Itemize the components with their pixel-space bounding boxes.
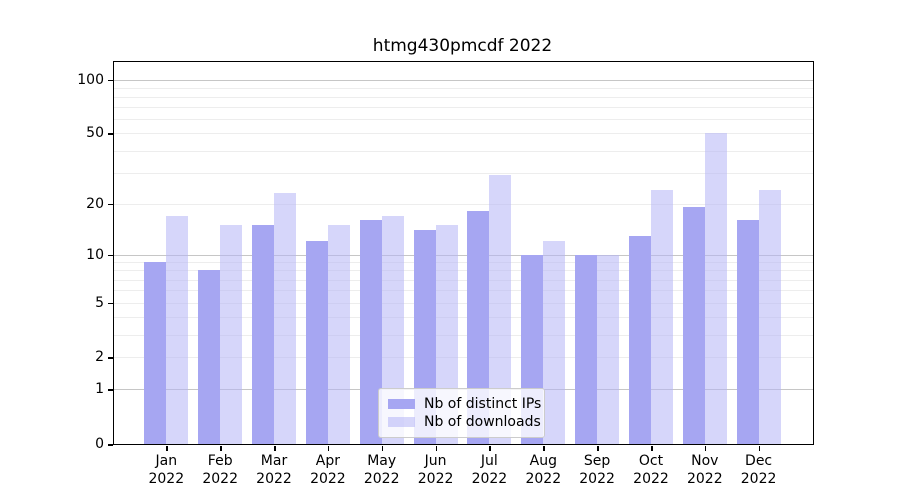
xtick-mark-jul-2022 [489,446,491,451]
ytick-label-2: 2 [95,349,104,366]
xtick-label-oct-2022: Oct 2022 [633,453,669,487]
xtick-label-may-2022: May 2022 [363,453,400,487]
ytick-mark-5 [108,302,113,304]
bar-distinct-ips-oct-2022 [629,235,651,444]
xtick-mark-jan-2022 [166,446,168,451]
xtick-mark-sep-2022 [597,446,599,451]
legend-item-downloads: Nb of downloads [388,414,541,430]
bar-downloads-dec-2022 [758,189,781,444]
bar-downloads-oct-2022 [651,189,673,444]
bar-downloads-feb-2022 [220,225,243,444]
ytick-mark-100 [108,79,113,81]
xtick-mark-may-2022 [381,446,384,451]
xtick-mark-apr-2022 [327,446,330,451]
bar-downloads-apr-2022 [327,225,350,444]
xtick-mark-oct-2022 [651,446,653,451]
bar-distinct-ips-dec-2022 [736,220,759,444]
ytick-label-50: 50 [86,125,104,142]
bar-distinct-ips-sep-2022 [575,254,598,444]
xtick-label-apr-2022: Apr 2022 [310,453,346,487]
bar-downloads-jul-2022 [489,175,512,444]
gridline-minor-90 [114,87,813,89]
ytick-label-0: 0 [95,436,104,452]
xtick-label-sep-2022: Sep 2022 [579,453,615,487]
xtick-label-dec-2022: Dec 2022 [740,453,777,487]
bar-downloads-jan-2022 [166,215,189,444]
xtick-label-jun-2022: Jun 2022 [417,453,454,487]
xtick-mark-feb-2022 [220,446,222,451]
ytick-label-10: 10 [86,246,104,263]
bar-distinct-ips-apr-2022 [305,241,328,444]
ytick-label-1: 1 [95,381,104,398]
xtick-label-jan-2022: Jan 2022 [148,453,185,487]
bar-downloads-mar-2022 [274,193,296,444]
legend-label-downloads: Nb of downloads [424,414,541,431]
bar-downloads-may-2022 [381,215,404,444]
bar-distinct-ips-jan-2022 [144,262,167,444]
gridline-major-100 [114,79,813,81]
xtick-label-feb-2022: Feb 2022 [202,453,239,487]
ytick-mark-50 [108,133,113,135]
legend-label-distinct-ips: Nb of distinct IPs [424,395,542,412]
xtick-label-mar-2022: Mar 2022 [256,453,292,487]
ytick-mark-2 [108,357,113,359]
xtick-mark-aug-2022 [543,446,545,451]
ytick-label-100: 100 [77,71,104,88]
legend-item-distinct-ips: Nb of distinct IPs [388,396,541,412]
ytick-mark-1 [108,389,113,391]
legend: Nb of distinct IPs Nb of downloads [378,388,545,438]
xtick-mark-mar-2022 [274,446,276,451]
bar-downloads-aug-2022 [543,241,566,444]
gridline-minor-70 [114,107,813,109]
ytick-mark-0 [108,444,113,446]
gridline-minor-80 [114,96,813,98]
bar-downloads-sep-2022 [597,254,620,444]
xtick-mark-dec-2022 [758,446,761,451]
gridline-minor-60 [114,119,813,121]
xtick-mark-nov-2022 [704,446,707,451]
ytick-label-20: 20 [86,195,104,212]
ytick-label-5: 5 [95,294,104,311]
plot-area: Jan 2022 Feb 2022 Mar 2022 Apr 2022 May 2022 Jun 20… [77,61,814,487]
xtick-label-jul-2022: Jul 2022 [471,453,508,487]
bar-distinct-ips-nov-2022 [682,207,705,444]
ytick-mark-10 [108,254,113,257]
ytick-mark-20 [108,203,113,205]
bar-downloads-nov-2022 [704,133,727,444]
bar-distinct-ips-may-2022 [359,220,382,444]
bar-distinct-ips-jul-2022 [467,211,490,444]
bar-distinct-ips-feb-2022 [198,270,221,444]
xtick-mark-jun-2022 [435,446,438,451]
xtick-label-nov-2022: Nov 2022 [686,453,723,487]
xtick-label-aug-2022: Aug 2022 [525,453,562,487]
legend-swatch-distinct-ips [388,398,415,409]
legend-swatch-downloads [388,417,415,428]
chart-title: htmg430pmcdf 2022 [372,36,553,56]
bar-distinct-ips-mar-2022 [252,225,274,444]
